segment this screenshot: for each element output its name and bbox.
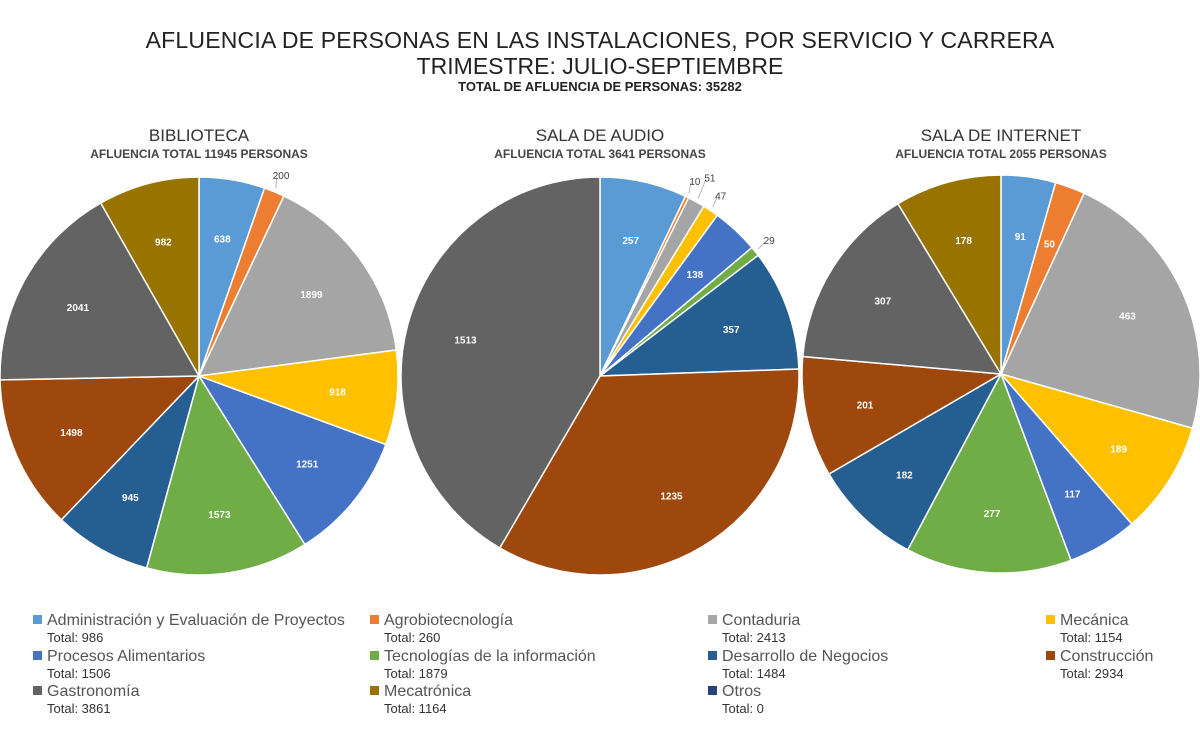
- chart-title: AFLUENCIA DE PERSONAS EN LAS INSTALACION…: [145, 27, 1055, 53]
- slice-construccion: [0, 375, 201, 521]
- pie-title: SALA DE AUDIO: [536, 126, 665, 145]
- data-label: 182: [896, 470, 913, 481]
- slice-desarrollo-de-negocios: [827, 372, 1003, 551]
- slice-procesos-alimentarios: [197, 374, 387, 546]
- pie-biblioteca: BIBLIOTECA AFLUENCIA TOTAL 11945 PERSONAS…: [0, 126, 399, 576]
- data-label: 1513: [454, 336, 477, 347]
- data-label: 307: [874, 296, 891, 307]
- pie-subtitle: AFLUENCIA TOTAL 3641 PERSONAS: [494, 147, 706, 161]
- data-label: 10: [689, 177, 701, 188]
- chart-subtitle: TRIMESTRE: JULIO-SEPTIEMBRE: [416, 53, 784, 79]
- data-label: 357: [723, 325, 740, 336]
- data-label: 50: [1044, 239, 1056, 250]
- pie-subtitle: AFLUENCIA TOTAL 11945 PERSONAS: [90, 147, 308, 161]
- leader-line: [697, 179, 707, 199]
- data-label: 178: [955, 236, 972, 247]
- data-label: 982: [155, 237, 172, 248]
- data-label: 189: [1110, 445, 1127, 456]
- data-label: 91: [1015, 232, 1027, 243]
- data-label: 1251: [296, 460, 319, 471]
- data-label: 117: [1064, 490, 1081, 501]
- slice-contaduria: [197, 195, 398, 377]
- data-label: 945: [122, 493, 139, 504]
- pie-subtitle: AFLUENCIA TOTAL 2055 PERSONAS: [895, 147, 1107, 161]
- slice-mecanica: [198, 349, 399, 446]
- data-label: 638: [214, 235, 231, 246]
- slice-mecatronica: [99, 176, 200, 379]
- leader-line: [758, 241, 766, 250]
- pie-sala-de-internet: SALA DE INTERNET AFLUENCIA TOTAL 2055 PER…: [801, 126, 1200, 574]
- data-label: 29: [764, 236, 776, 247]
- total-afluencia: TOTAL DE AFLUENCIA DE PERSONAS: 35282: [458, 79, 742, 94]
- data-label: 1498: [60, 428, 83, 439]
- data-label: 200: [273, 171, 290, 182]
- data-label: 2041: [67, 303, 90, 314]
- pie-title: BIBLIOTECA: [149, 126, 250, 145]
- leader-line: [275, 177, 278, 189]
- slice-gastronomia: [0, 201, 201, 381]
- slice-desarrollo-de-negocios: [597, 254, 800, 377]
- data-label: 47: [715, 192, 727, 203]
- slice-construccion: [801, 355, 1004, 476]
- leader-line: [688, 182, 692, 194]
- slice-mecatronica: [896, 174, 1002, 377]
- data-label: 1899: [300, 290, 323, 301]
- pie-title: SALA DE INTERNET: [921, 126, 1082, 145]
- slice-contaduria: [999, 192, 1200, 430]
- data-label: 1235: [660, 492, 683, 503]
- slice-tecnologias-de-la-informacion: [906, 372, 1072, 574]
- data-label: 463: [1119, 312, 1136, 323]
- leader-line: [712, 197, 718, 208]
- data-label: 918: [329, 387, 346, 398]
- slice-gastronomia: [801, 202, 1003, 375]
- data-label: 138: [687, 270, 704, 281]
- slice-gastronomia: [400, 176, 601, 549]
- slice-mecanica: [998, 372, 1194, 526]
- data-label: 201: [857, 400, 874, 411]
- data-label: 257: [622, 236, 639, 247]
- pie-sala-de-audio: SALA DE AUDIO AFLUENCIA TOTAL 3641 PERSON…: [400, 126, 800, 576]
- data-label: 277: [984, 509, 1001, 520]
- data-label: 51: [704, 173, 716, 184]
- data-label: 1573: [208, 510, 231, 521]
- slice-desarrollo-de-negocios: [60, 375, 200, 569]
